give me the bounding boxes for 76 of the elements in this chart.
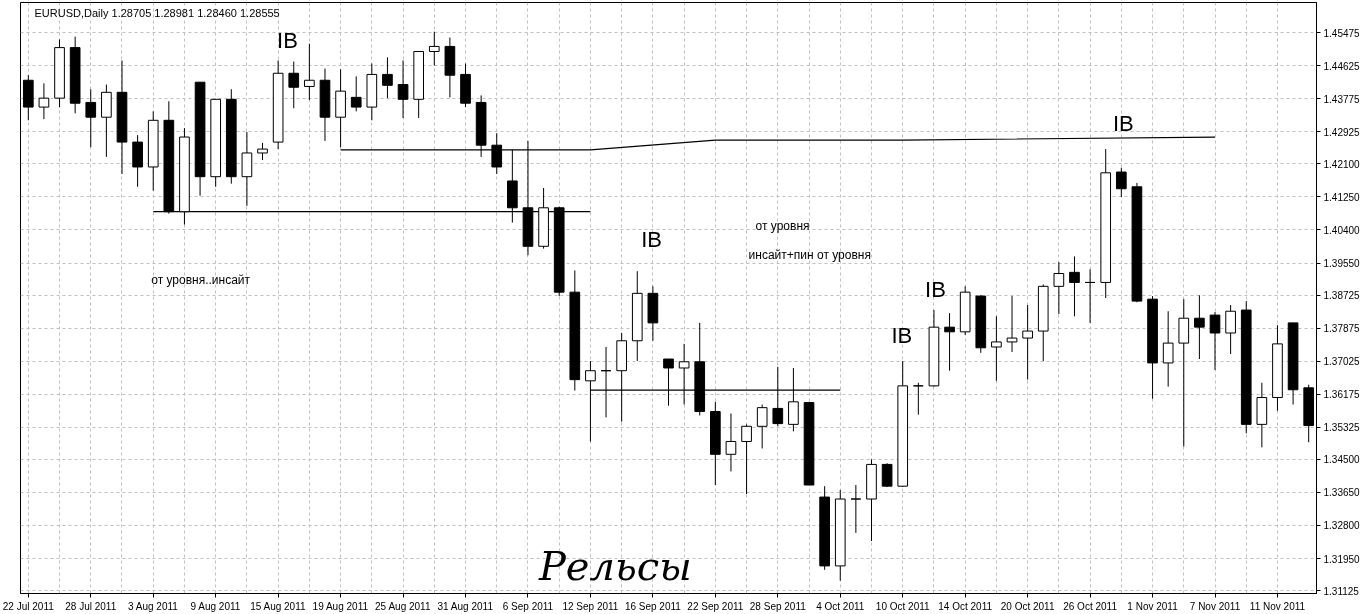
y-tick-label: 1.39550 xyxy=(1323,258,1361,270)
x-tick-label: 15 Aug 2011 xyxy=(250,600,307,612)
y-tick-label: 1.43775 xyxy=(1323,93,1361,105)
x-tick-label: 11 Nov 2011 xyxy=(1249,600,1306,612)
y-tick-label: 1.42925 xyxy=(1323,126,1361,138)
x-tick-label: 22 Sep 2011 xyxy=(687,600,744,612)
x-tick-label: 31 Aug 2011 xyxy=(437,600,494,612)
candlestick xyxy=(1115,167,1127,198)
candlestick xyxy=(725,412,737,472)
x-tick-label: 26 Oct 2011 xyxy=(1063,600,1118,612)
x-tick-label: 28 Jul 2011 xyxy=(65,600,117,612)
chart-title: EURUSD,Daily 1.28705 1.28981 1.28460 1.28555 xyxy=(34,6,280,19)
x-tick-label: 7 Nov 2011 xyxy=(1189,600,1241,612)
candlestick xyxy=(428,31,440,66)
y-tick-label: 1.42100 xyxy=(1323,158,1361,170)
x-tick-label: 22 Jul 2011 xyxy=(2,600,55,612)
y-tick-label: 1.31125 xyxy=(1323,585,1360,597)
annotation: инсайт+пин от уровня xyxy=(748,248,871,263)
candlestick xyxy=(1194,294,1205,360)
x-tick-label: 25 Aug 2011 xyxy=(375,600,431,612)
x-tick-label: 1 Nov 2011 xyxy=(1127,600,1179,612)
annotation: от уровня..инсайт xyxy=(151,273,251,288)
x-tick-label: 4 Oct 2011 xyxy=(816,600,865,612)
candlestick xyxy=(881,462,893,488)
x-tick-label: 12 Sep 2011 xyxy=(562,600,619,612)
candlestick xyxy=(1006,295,1018,353)
y-tick-label: 1.41250 xyxy=(1323,191,1361,203)
candlestick xyxy=(1084,268,1096,324)
candlestick xyxy=(397,59,409,119)
annotation: IB xyxy=(925,276,946,302)
x-tick-label: 6 Sep 2011 xyxy=(502,600,554,612)
candlestick xyxy=(1162,310,1174,388)
candlestick xyxy=(991,315,1002,382)
candlestick xyxy=(38,82,50,120)
annotation: IB xyxy=(1113,110,1134,136)
candlestick xyxy=(1053,261,1065,315)
candlestick xyxy=(85,88,97,148)
x-tick-label: 16 Sep 2011 xyxy=(624,600,682,612)
y-tick-label: 1.38725 xyxy=(1323,290,1361,302)
candlestick xyxy=(1069,255,1080,317)
annotation: IB xyxy=(891,323,913,349)
candlestick xyxy=(241,131,253,207)
y-tick-label: 1.44625 xyxy=(1323,60,1361,72)
y-tick-label: 1.45475 xyxy=(1323,27,1361,39)
x-tick-label: 10 Oct 2011 xyxy=(875,600,931,612)
annotation: Рельсы xyxy=(537,542,692,589)
candlestick xyxy=(912,382,924,416)
candlestick xyxy=(944,312,955,372)
y-tick-label: 1.36175 xyxy=(1323,389,1361,401)
x-tick-label: 3 Aug 2011 xyxy=(128,600,179,612)
annotation: IB xyxy=(277,27,298,53)
y-tick-label: 1.37025 xyxy=(1323,356,1361,368)
candlestick xyxy=(741,423,752,495)
x-tick-label: 28 Sep 2011 xyxy=(749,600,807,612)
candlestick xyxy=(1225,304,1236,355)
candlestick xyxy=(756,404,768,449)
y-tick-label: 1.33650 xyxy=(1323,487,1361,499)
x-tick-label: 9 Aug 2011 xyxy=(190,600,241,612)
candlestick xyxy=(350,75,362,112)
candlestick xyxy=(1022,304,1033,381)
annotation: от уровня xyxy=(755,219,810,234)
y-tick-label: 1.40400 xyxy=(1323,224,1361,236)
y-tick-label: 1.35325 xyxy=(1323,422,1361,434)
y-tick-label: 1.32800 xyxy=(1323,520,1361,532)
x-tick-label: 19 Aug 2011 xyxy=(312,600,369,612)
x-tick-label: 20 Oct 2011 xyxy=(1000,600,1055,612)
candlestick xyxy=(288,61,300,109)
candlestick xyxy=(850,484,862,534)
candlestick xyxy=(382,56,393,99)
y-tick-label: 1.37875 xyxy=(1323,323,1361,335)
x-tick-label: 14 Oct 2011 xyxy=(938,600,993,612)
annotation: IB xyxy=(641,226,663,252)
candlestick xyxy=(1209,311,1221,371)
y-tick-label: 1.34500 xyxy=(1323,454,1361,466)
candlestick xyxy=(304,43,315,101)
y-tick-label: 1.31950 xyxy=(1323,553,1361,565)
